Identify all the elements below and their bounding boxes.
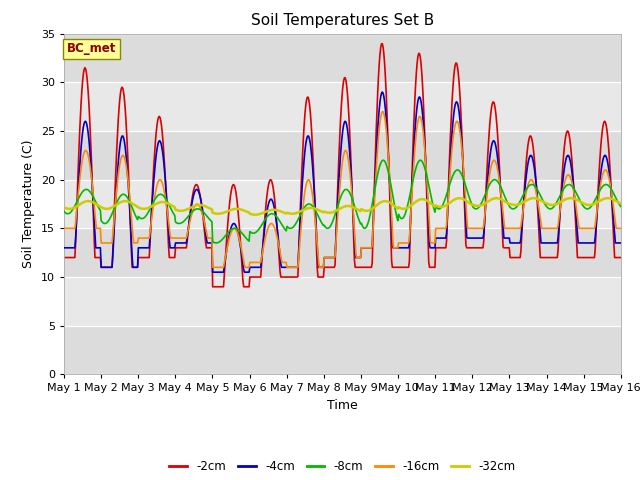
-4cm	[617, 240, 625, 246]
-32cm	[604, 195, 611, 201]
-8cm	[212, 240, 220, 246]
-4cm	[412, 120, 419, 125]
-32cm	[252, 212, 259, 217]
-8cm	[617, 204, 625, 209]
-4cm	[70, 245, 78, 251]
-32cm	[60, 204, 68, 210]
Title: Soil Temperatures Set B: Soil Temperatures Set B	[251, 13, 434, 28]
-4cm	[378, 89, 386, 95]
-4cm	[428, 245, 436, 251]
-2cm	[378, 41, 386, 47]
-4cm	[209, 269, 216, 275]
-8cm	[411, 169, 419, 175]
-32cm	[411, 200, 419, 205]
Bar	[64, 82, 621, 131]
-32cm	[184, 206, 192, 212]
Bar	[64, 326, 621, 374]
Line: -32cm: -32cm	[64, 198, 621, 215]
-2cm	[209, 284, 216, 289]
-8cm	[127, 203, 135, 209]
-2cm	[70, 255, 78, 261]
-16cm	[380, 109, 387, 115]
-2cm	[127, 249, 135, 254]
-8cm	[214, 240, 222, 245]
-16cm	[412, 137, 419, 143]
-4cm	[214, 269, 222, 275]
Bar	[64, 131, 621, 180]
-8cm	[428, 197, 436, 203]
Line: -16cm: -16cm	[64, 112, 621, 267]
-32cm	[214, 211, 221, 216]
-8cm	[70, 204, 78, 210]
-32cm	[127, 200, 135, 206]
-16cm	[214, 264, 222, 270]
-2cm	[214, 284, 222, 289]
Bar	[64, 180, 621, 228]
Legend: -2cm, -4cm, -8cm, -16cm, -32cm: -2cm, -4cm, -8cm, -16cm, -32cm	[164, 455, 520, 478]
-4cm	[60, 245, 68, 251]
Line: -8cm: -8cm	[64, 160, 621, 243]
Line: -4cm: -4cm	[64, 92, 621, 272]
-32cm	[617, 201, 625, 206]
-32cm	[428, 201, 435, 206]
-16cm	[209, 264, 216, 270]
-16cm	[428, 240, 436, 246]
Bar	[64, 34, 621, 82]
-16cm	[60, 226, 68, 231]
-2cm	[617, 255, 625, 261]
-8cm	[184, 214, 192, 220]
-32cm	[70, 205, 78, 211]
-2cm	[184, 231, 192, 237]
-16cm	[70, 226, 78, 231]
Line: -2cm: -2cm	[64, 44, 621, 287]
Text: BC_met: BC_met	[67, 42, 116, 55]
Bar	[64, 228, 621, 277]
-8cm	[60, 208, 68, 214]
-2cm	[60, 255, 68, 261]
-2cm	[428, 264, 436, 270]
-16cm	[617, 226, 625, 231]
-2cm	[412, 82, 419, 88]
-8cm	[417, 157, 424, 163]
-4cm	[184, 228, 192, 234]
Bar	[64, 277, 621, 326]
-16cm	[184, 228, 192, 234]
X-axis label: Time: Time	[327, 399, 358, 412]
Y-axis label: Soil Temperature (C): Soil Temperature (C)	[22, 140, 35, 268]
-4cm	[127, 239, 135, 244]
-16cm	[127, 214, 135, 220]
